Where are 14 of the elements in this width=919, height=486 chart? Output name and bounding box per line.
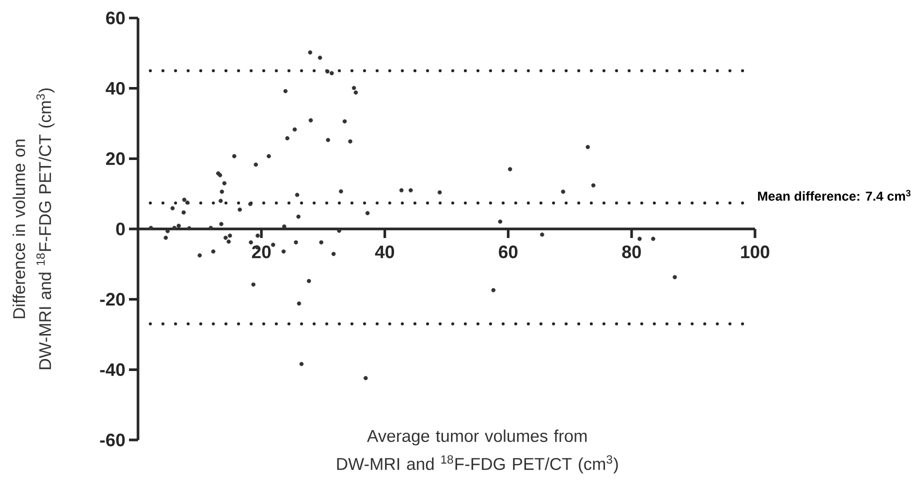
x-axis-title: Average tumor volumes from DW-MRI and $^{18}$F-FDG PET/CT (cm$^{3}$) (337, 430, 618, 474)
x-tick-label: 20 (252, 246, 271, 258)
y-tick-label: 40 (106, 82, 125, 95)
y-tick-label: -40 (100, 363, 125, 376)
x-tick-label: 100 (741, 246, 770, 258)
ref-line-label: Mean difference: 7.4 cm$^{3}$ (758, 190, 911, 201)
y-tick-label: 20 (106, 152, 125, 166)
y-tick-label: 0 (116, 222, 125, 236)
y-tick-label: -60 (100, 434, 125, 446)
x-tick-label: 80 (622, 246, 641, 258)
y-tick-label: 60 (106, 12, 125, 24)
x-tick-label: 60 (498, 246, 518, 258)
y-tick-label: -20 (100, 292, 125, 306)
x-tick-label: 40 (375, 246, 394, 258)
